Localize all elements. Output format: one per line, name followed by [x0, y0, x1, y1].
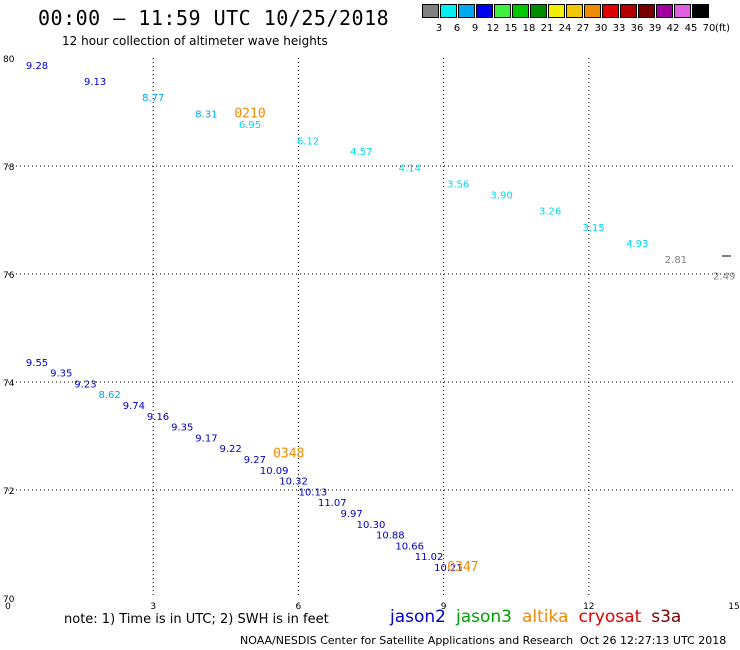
- color-swatch-42: [656, 4, 673, 18]
- color-swatch-18: [512, 4, 529, 18]
- color-scale-label: 12: [486, 23, 500, 34]
- color-swatch-15: [494, 4, 511, 18]
- color-scale-label: 30: [594, 23, 608, 34]
- wave-height-point: 4.93: [626, 239, 648, 250]
- color-scale-label: 24: [558, 23, 572, 34]
- color-scale-unit: (ft): [715, 23, 731, 34]
- wave-height-point: 10.13: [299, 487, 328, 498]
- wave-height-point: 6.12: [297, 136, 319, 147]
- color-scale-label: 39: [648, 23, 662, 34]
- wave-height-point: 10.30: [357, 520, 386, 531]
- y-tick-label: 70: [3, 595, 15, 605]
- satellite-legend-s3a: s3a: [651, 607, 682, 627]
- color-scale-label: 18: [522, 23, 536, 34]
- color-swatch-30: [584, 4, 601, 18]
- wave-height-point: 9.23: [74, 379, 96, 390]
- wave-height-point: 8.31: [195, 109, 217, 120]
- satellite-legend-altika: altika: [522, 607, 569, 627]
- color-swatch-3: [422, 4, 439, 18]
- color-swatch-27: [566, 4, 583, 18]
- color-scale-label: 6: [453, 23, 461, 34]
- color-scale-label: 33: [612, 23, 626, 34]
- color-swatch-24: [548, 4, 565, 18]
- color-scale-label: 9: [471, 23, 479, 34]
- wave-height-point: 2.49: [713, 271, 735, 282]
- wave-height-point: 10.32: [279, 477, 308, 488]
- x-tick-label: 0: [5, 602, 11, 612]
- wave-height-point: 9.35: [50, 369, 72, 380]
- wave-height-point: 4.57: [350, 147, 372, 158]
- color-swatch-21: [530, 4, 547, 18]
- color-scale-label: 42: [666, 23, 680, 34]
- wave-height-point: 9.22: [220, 444, 242, 455]
- pass-time-label: 0210: [234, 106, 265, 121]
- wave-height-point: 3.90: [491, 190, 513, 201]
- y-tick-label: 76: [3, 271, 15, 281]
- chart-title: 00:00 – 11:59 UTC 10/25/2018: [38, 6, 390, 30]
- color-swatch-39: [638, 4, 655, 18]
- wave-height-point: 9.17: [195, 433, 217, 444]
- color-swatch-36: [620, 4, 637, 18]
- color-scale-label: 70: [702, 23, 716, 34]
- wave-height-point: 6.95: [239, 120, 261, 131]
- satellite-legend: jason2 jason3 altika cryosat s3a: [390, 607, 691, 627]
- wave-height-point: 3.15: [583, 223, 605, 234]
- wave-height-point: 3.26: [539, 207, 561, 218]
- pass-time-label: 0347: [447, 560, 478, 575]
- satellite-legend-cryosat: cryosat: [578, 607, 642, 627]
- color-scale-label: 27: [576, 23, 590, 34]
- y-tick-label: 78: [3, 163, 15, 173]
- pass-time-label: 0348: [273, 447, 304, 462]
- wave-height-point: 9.16: [147, 412, 169, 423]
- note-text: note: 1) Time is in UTC; 2) SWH is in fe…: [64, 612, 329, 627]
- color-scale-label: 45: [684, 23, 698, 34]
- wave-height-point: 10.21: [434, 563, 463, 574]
- wave-height-point: 2.81: [665, 255, 687, 266]
- satellite-legend-jason2: jason2: [390, 607, 446, 627]
- y-tick-label: 72: [3, 487, 14, 497]
- color-swatch-33: [602, 4, 619, 18]
- color-scale-label: 21: [540, 23, 554, 34]
- x-tick-label: 15: [728, 602, 739, 612]
- wave-height-point: 9.55: [26, 358, 48, 369]
- wave-height-point: 11.02: [415, 552, 444, 563]
- wave-height-point: 8.62: [99, 390, 121, 401]
- y-tick-label: 74: [3, 379, 15, 389]
- wave-height-point: 4.14: [399, 163, 421, 174]
- wave-height-point: 10.88: [376, 531, 405, 542]
- color-swatch-45: [674, 4, 691, 18]
- wave-height-point: 9.97: [341, 509, 363, 520]
- color-swatch-9: [458, 4, 475, 18]
- color-swatch-12: [476, 4, 493, 18]
- x-tick-label: 9: [441, 602, 447, 612]
- wave-height-point: 9.27: [244, 455, 266, 466]
- x-tick-label: 3: [150, 602, 156, 612]
- color-scale-label: 3: [435, 23, 443, 34]
- wave-height-point: 9.28: [26, 61, 48, 72]
- x-tick-label: 12: [583, 602, 594, 612]
- wave-height-point: 8.77: [142, 93, 164, 104]
- wave-height-point: 10.09: [260, 466, 289, 477]
- y-tick-label: 80: [3, 55, 15, 65]
- color-swatch-6: [440, 4, 457, 18]
- x-tick-label: 6: [296, 602, 302, 612]
- wave-height-point: 9.35: [171, 423, 193, 434]
- color-scale-label: 15: [504, 23, 518, 34]
- chart-subtitle: 12 hour collection of altimeter wave hei…: [62, 34, 328, 48]
- wave-height-point: 9.13: [84, 77, 106, 88]
- satellite-legend-jason3: jason3: [456, 607, 512, 627]
- wave-height-point: 3.56: [447, 180, 469, 191]
- color-swatch-70: [692, 4, 709, 18]
- color-scale-label: 36: [630, 23, 644, 34]
- wave-height-point: 9.74: [123, 401, 145, 412]
- footer-credit: NOAA/NESDIS Center for Satellite Applica…: [240, 634, 574, 647]
- wave-height-point: 10.66: [395, 541, 424, 552]
- wave-height-point: 11.07: [318, 498, 347, 509]
- footer-timestamp: Oct 26 12:27:13 UTC 2018: [580, 634, 727, 647]
